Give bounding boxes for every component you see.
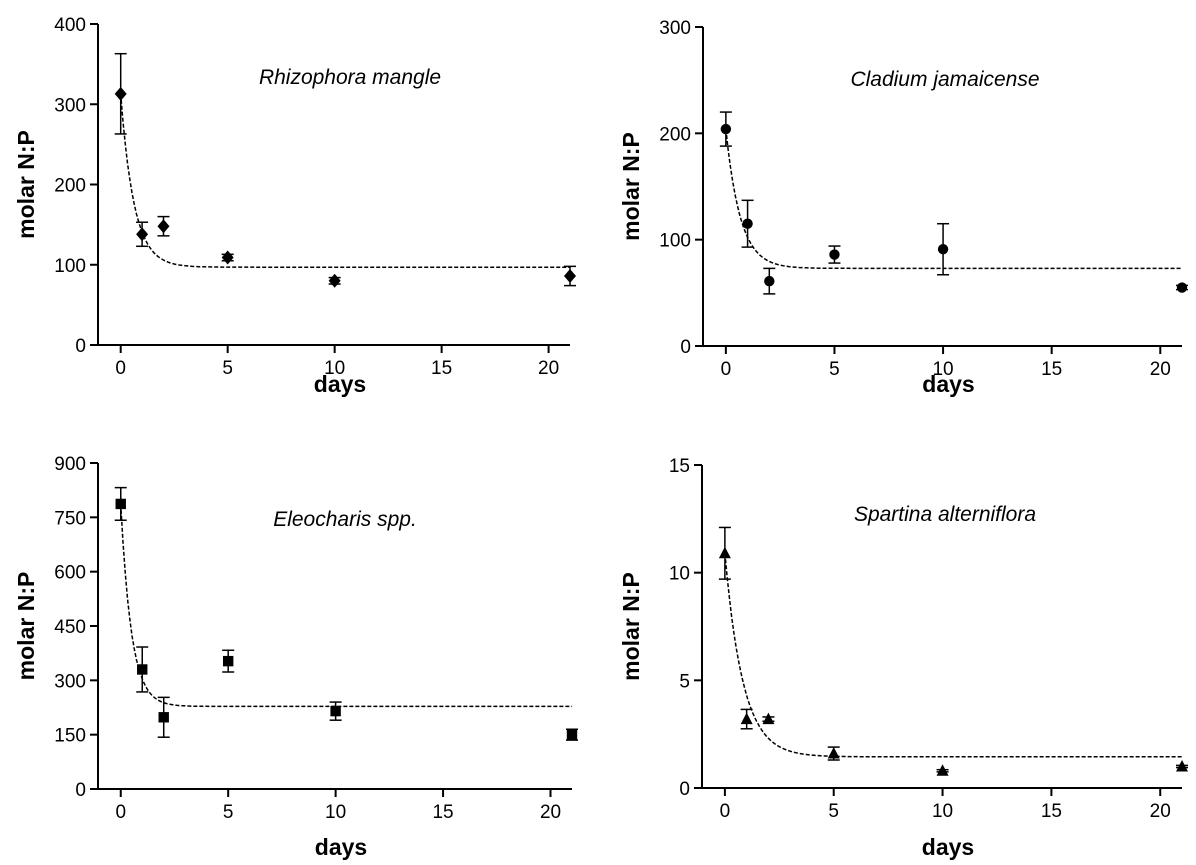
data-point	[1176, 282, 1188, 293]
y-tick-label: 450	[54, 617, 86, 638]
data-point	[718, 546, 731, 559]
y-tick-label: 200	[659, 124, 691, 145]
data-point	[740, 712, 753, 725]
y-tick-label: 400	[54, 15, 86, 36]
y-axis-title: molar N:P	[13, 572, 39, 681]
x-tick-label: 20	[538, 358, 559, 379]
panel-title: Rhizophora mangle	[259, 66, 441, 89]
data-point	[936, 764, 949, 776]
data-point	[1176, 759, 1188, 772]
x-tick-label: 10	[932, 359, 953, 380]
fit-curve	[725, 129, 1182, 270]
data-point	[742, 218, 753, 229]
data-point	[564, 268, 576, 283]
y-tick-label: 15	[669, 456, 690, 477]
x-tick-label: 15	[432, 802, 453, 823]
panel-title: Eleocharis spp.	[273, 508, 417, 531]
chart-panel-4: 0 5 10 15 0 5 10 15 20 days molar N:P Spartina alte…	[618, 456, 1188, 860]
y-tick-label: 300	[659, 18, 691, 39]
data-point	[566, 729, 578, 740]
x-tick-label: 0	[721, 359, 732, 380]
data-point	[829, 249, 840, 260]
x-tick-label: 5	[223, 802, 234, 823]
x-axis-title: days	[314, 371, 366, 397]
y-tick-label: 200	[54, 176, 86, 197]
chart-panel-2: 0 100 200 300 0 5 10 15 20 days molar N:P Cladium j…	[618, 18, 1188, 397]
y-tick-label: 100	[54, 256, 86, 277]
fit-curve	[724, 553, 1182, 758]
fit-curve	[119, 503, 572, 708]
data-point	[827, 747, 840, 759]
y-tick-label: 300	[54, 671, 86, 692]
y-axis-title: molar N:P	[618, 572, 644, 681]
x-tick-label: 10	[324, 358, 345, 379]
data-point	[222, 655, 234, 667]
y-tick-label: 100	[659, 231, 691, 252]
x-tick-label: 0	[115, 802, 126, 823]
y-tick-label: 10	[669, 564, 690, 585]
data-point	[136, 227, 149, 242]
x-tick-label: 10	[325, 802, 346, 823]
data-point	[328, 273, 341, 288]
y-axis-title: molar N:P	[13, 130, 39, 239]
y-tick-label: 0	[680, 337, 691, 358]
x-axis-title: days	[922, 834, 974, 860]
x-tick-label: 15	[1041, 801, 1062, 822]
x-axis-title: days	[922, 371, 974, 397]
panel-title: Cladium jamaicense	[850, 68, 1039, 91]
x-tick-label: 5	[828, 801, 839, 822]
fit-curve	[119, 93, 570, 268]
x-tick-label: 0	[115, 358, 126, 379]
y-tick-label: 600	[54, 563, 86, 584]
data-point	[137, 664, 148, 675]
panel-title: Spartina alterniflora	[854, 503, 1036, 526]
x-tick-label: 20	[540, 802, 561, 823]
data-point	[157, 219, 170, 234]
y-tick-label: 0	[679, 779, 690, 800]
data-point	[764, 275, 775, 287]
data-point	[114, 86, 127, 101]
x-tick-label: 15	[1041, 359, 1062, 380]
data-point	[115, 498, 126, 510]
data-point	[330, 705, 341, 717]
data-point	[762, 712, 775, 725]
chart-panel-3: 0 150 300 450 600 750 900 0 5 10 15 20 days molar N:P…	[13, 454, 578, 860]
data-point	[158, 712, 169, 723]
y-tick-label: 750	[54, 508, 86, 529]
data-point	[720, 123, 732, 135]
data-point	[937, 244, 949, 255]
y-tick-label: 0	[75, 336, 86, 357]
y-tick-label: 300	[54, 95, 86, 116]
y-tick-label: 5	[679, 671, 690, 692]
data-point	[221, 250, 234, 265]
y-tick-label: 900	[54, 454, 86, 475]
x-axis-title: days	[315, 834, 367, 860]
x-tick-label: 20	[1150, 801, 1171, 822]
x-tick-label: 10	[932, 801, 953, 822]
x-tick-label: 5	[829, 359, 840, 380]
x-tick-label: 15	[431, 358, 452, 379]
y-tick-label: 150	[54, 726, 86, 747]
x-tick-label: 0	[720, 801, 731, 822]
x-tick-label: 20	[1150, 359, 1171, 380]
y-axis-title: molar N:P	[618, 132, 644, 241]
y-tick-label: 0	[75, 780, 86, 801]
x-tick-label: 5	[222, 358, 233, 379]
chart-panel-1: 0 100 200 300 400 0 5 10 15 20 days molar N:P Rhizop…	[13, 15, 576, 397]
